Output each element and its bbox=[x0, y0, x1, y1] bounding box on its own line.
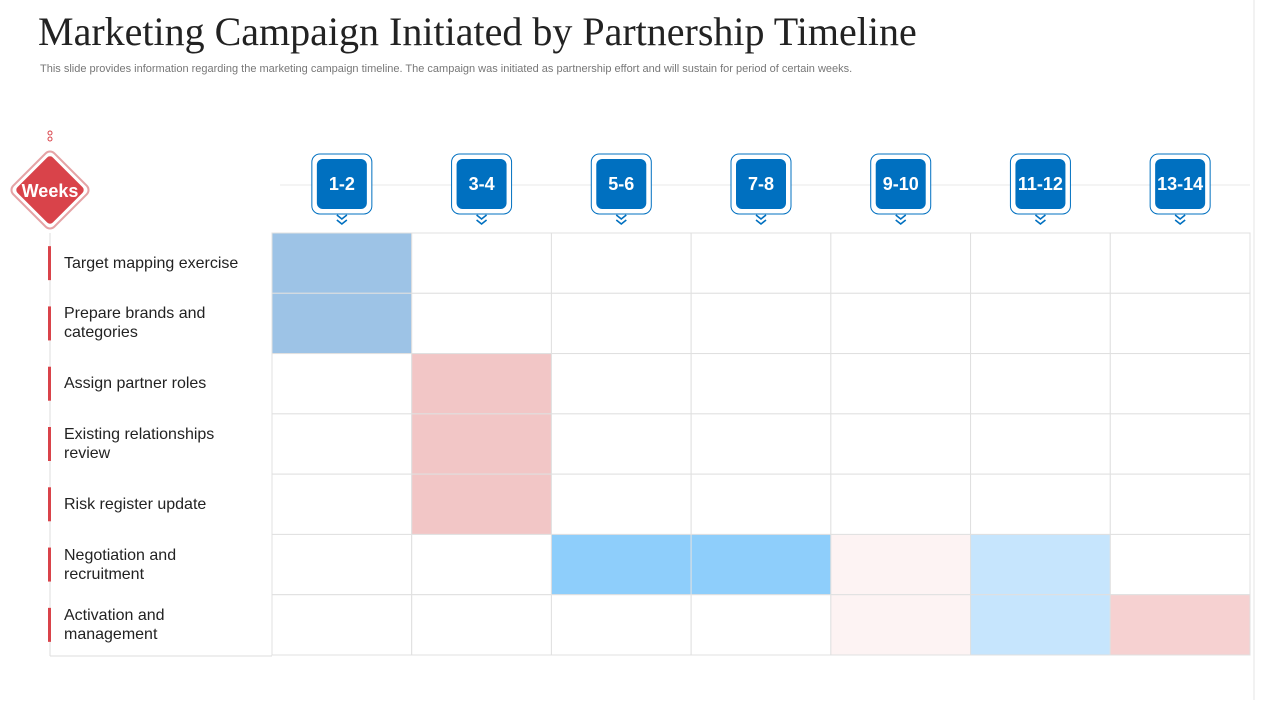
week-badge bbox=[875, 159, 926, 209]
cell bbox=[550, 232, 692, 294]
title: Marketing Campaign Initiated by Partners… bbox=[38, 9, 917, 54]
cell bbox=[1109, 232, 1251, 294]
chevron bbox=[476, 214, 488, 226]
cell bbox=[411, 353, 552, 415]
task-label: Assign partner roles bbox=[64, 375, 207, 393]
cell bbox=[411, 533, 552, 596]
cell bbox=[970, 473, 1111, 535]
cell bbox=[970, 594, 1111, 656]
cell bbox=[550, 594, 692, 656]
task-marker bbox=[48, 366, 51, 401]
cell bbox=[970, 413, 1111, 475]
cell bbox=[271, 473, 413, 535]
task-label: Risk register update bbox=[64, 495, 207, 513]
cell bbox=[690, 413, 832, 475]
cell bbox=[970, 292, 1111, 355]
cell bbox=[550, 533, 692, 596]
task-label: Prepare brands and categories bbox=[64, 305, 206, 342]
cell bbox=[550, 413, 692, 475]
cell bbox=[550, 473, 692, 535]
cell bbox=[970, 533, 1111, 596]
week-badge bbox=[1015, 159, 1066, 209]
cell bbox=[411, 232, 552, 294]
week-badge bbox=[596, 159, 647, 209]
task-marker bbox=[48, 607, 51, 642]
cell bbox=[411, 413, 552, 475]
cell bbox=[690, 353, 832, 415]
chevron bbox=[895, 214, 907, 226]
cell bbox=[690, 292, 832, 355]
task-marker bbox=[48, 427, 51, 461]
week-label: 7-8 bbox=[748, 174, 774, 194]
cell bbox=[271, 533, 413, 596]
cell bbox=[1109, 594, 1251, 656]
cell bbox=[830, 413, 972, 475]
dot bbox=[47, 130, 53, 136]
chevron bbox=[1174, 214, 1186, 226]
cell bbox=[1109, 473, 1251, 535]
task-label: Negotiation and recruitment bbox=[64, 546, 177, 583]
cell bbox=[690, 473, 832, 535]
cell bbox=[690, 533, 832, 596]
task-marker bbox=[48, 547, 51, 582]
task-marker bbox=[48, 246, 51, 281]
week-label: 11-12 bbox=[1018, 174, 1063, 194]
cell bbox=[830, 353, 972, 415]
week-badge bbox=[1155, 159, 1206, 209]
cell bbox=[550, 292, 692, 355]
cell bbox=[1109, 353, 1251, 415]
task-label: Activation and management bbox=[64, 606, 165, 643]
cell bbox=[830, 594, 972, 656]
chevron bbox=[336, 214, 348, 226]
cell bbox=[830, 232, 972, 294]
task-marker bbox=[48, 487, 51, 522]
diamond bbox=[16, 156, 84, 224]
cell bbox=[1109, 533, 1251, 596]
task-label: Existing relationships review bbox=[64, 426, 215, 462]
week-label: 5-6 bbox=[608, 174, 634, 194]
chevron bbox=[755, 214, 767, 226]
cell bbox=[411, 292, 552, 355]
cell bbox=[830, 533, 972, 596]
week-badge bbox=[736, 159, 786, 209]
cell bbox=[271, 292, 413, 355]
dot bbox=[47, 136, 53, 142]
cell bbox=[970, 353, 1111, 415]
cell bbox=[830, 473, 972, 535]
cell bbox=[411, 473, 552, 535]
chevron bbox=[615, 214, 627, 226]
cell bbox=[271, 353, 413, 415]
cell bbox=[271, 413, 413, 475]
weeks-label: Weeks bbox=[22, 181, 79, 201]
week-label: 13-14 bbox=[1157, 174, 1203, 194]
cell bbox=[1109, 413, 1251, 475]
chevron bbox=[1034, 214, 1046, 226]
cell bbox=[1109, 292, 1251, 355]
cell bbox=[271, 594, 413, 656]
task-marker bbox=[48, 306, 51, 341]
subtitle: This slide provides information regardin… bbox=[40, 63, 853, 75]
week-badge bbox=[316, 159, 367, 209]
cell bbox=[830, 292, 972, 355]
cell bbox=[550, 353, 692, 415]
cell bbox=[690, 594, 832, 656]
cell bbox=[271, 232, 413, 294]
week-label: 1-2 bbox=[329, 174, 355, 194]
cell bbox=[411, 594, 552, 656]
task-label: Target mapping exercise bbox=[64, 254, 239, 272]
cell bbox=[690, 232, 832, 294]
week-label: 3-4 bbox=[469, 174, 495, 194]
cell bbox=[970, 232, 1111, 294]
week-label: 9-10 bbox=[883, 174, 919, 194]
week-badge bbox=[456, 159, 507, 209]
